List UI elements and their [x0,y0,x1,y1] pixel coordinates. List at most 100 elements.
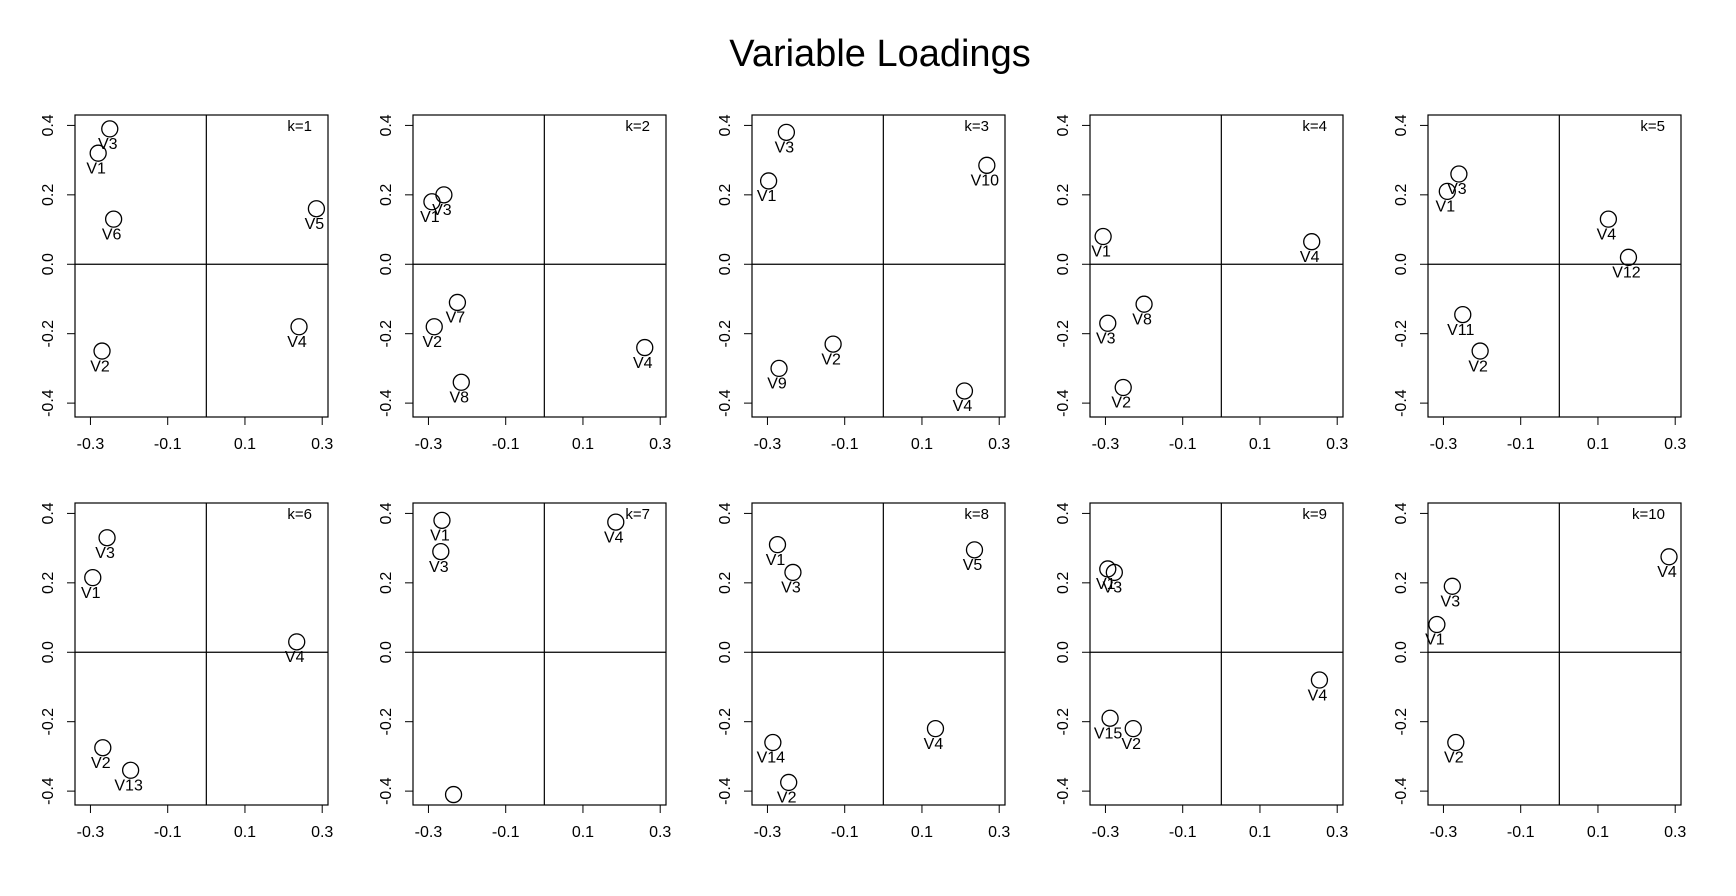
point [1428,615,1446,634]
x-tick-label: -0.1 [831,824,859,841]
point-label: V10 [971,173,1000,190]
point-label: V13 [114,778,143,795]
point-label: V4 [924,736,944,753]
x-tick-label: 0.3 [1664,824,1686,841]
x-tick-label: 0.3 [311,824,333,841]
point-label: V3 [781,580,801,597]
plot-frame [1427,114,1682,418]
point [433,511,451,530]
y-tick-label: 0.2 [1393,572,1410,594]
x-tick-label: 0.1 [572,824,594,841]
x-tick-label: 0.3 [988,824,1010,841]
point-label: V12 [1612,265,1641,282]
y-tick-label: 0.0 [717,641,734,663]
point-label: V7 [446,310,466,327]
panel-label: k=10 [1632,506,1665,523]
point-label: V3 [1103,580,1123,597]
y-tick-label: -0.2 [1055,708,1072,736]
point-label: V1 [81,585,101,602]
point-label: V11 [1447,322,1474,339]
point-label: V1 [757,188,777,205]
y-tick-label: 0.4 [378,502,395,524]
x-tick-label: -0.1 [831,436,859,453]
x-tick-label: 0.1 [911,824,933,841]
point-label: V1 [766,552,786,569]
x-tick-label: 0.1 [234,436,256,453]
panel-label: k=5 [1640,118,1665,135]
point [94,739,112,757]
point-label: V2 [90,358,110,375]
point-label: V6 [102,226,122,243]
x-tick-label: 0.1 [1249,824,1271,841]
x-tick-label: -0.3 [415,436,443,453]
point-label: V2 [1111,395,1131,412]
point [1114,378,1132,397]
point [93,342,111,360]
y-tick-label: 0.0 [378,641,395,663]
point-label: V4 [633,355,653,372]
point-label: V4 [1657,564,1677,581]
panel-label: k=6 [287,506,312,523]
point-label: V1 [1436,199,1456,216]
point [1447,733,1465,752]
point-label: V4 [604,529,624,546]
x-tick-label: 0.3 [1664,436,1686,453]
point [89,144,107,162]
point [432,542,450,561]
x-tick-label: -0.1 [1507,436,1535,453]
point [98,529,116,547]
x-tick-label: -0.3 [415,824,443,841]
point-label: V4 [953,398,973,415]
x-tick-label: -0.1 [154,824,182,841]
point-label: V3 [775,140,795,157]
point-label: V2 [1444,750,1464,767]
point [784,563,802,582]
y-tick-label: 0.4 [1393,502,1410,524]
x-tick-label: -0.3 [754,436,782,453]
x-tick-label: 0.1 [1587,824,1609,841]
y-tick-label: -0.4 [40,777,57,805]
point [1101,709,1119,727]
point-label: V1 [1091,244,1111,261]
plot-frame [751,114,1006,418]
point [288,633,306,651]
point [1135,295,1153,313]
x-tick-label: 0.1 [1249,436,1271,453]
y-tick-label: 0.2 [1055,184,1072,206]
y-tick-label: 0.2 [40,572,57,594]
point-label: V4 [1300,249,1320,266]
point-label: V15 [1094,725,1123,742]
x-tick-label: -0.1 [492,824,520,841]
point [764,733,782,752]
point-label: V8 [449,390,469,407]
point-label: V1 [1425,632,1445,649]
point [448,293,467,312]
panel-label: k=4 [1302,118,1327,135]
point [1599,210,1618,228]
y-tick-label: -0.4 [1393,777,1410,805]
y-tick-label: 0.4 [1055,114,1072,136]
y-tick-label: 0.4 [378,114,395,136]
x-tick-label: -0.1 [1507,824,1535,841]
y-tick-label: -0.4 [378,389,395,417]
plot-frame [751,502,1006,806]
point-label: V8 [1132,311,1152,328]
point [1303,233,1321,251]
plot-frame [74,502,329,806]
y-tick-label: -0.4 [40,389,57,417]
panel-label: k=8 [964,506,989,523]
point-label: V5 [963,557,983,574]
x-tick-label: -0.3 [1430,824,1458,841]
y-tick-label: -0.2 [1055,320,1072,348]
x-tick-label: -0.3 [1092,436,1120,453]
y-tick-label: 0.0 [1055,253,1072,275]
point-label: V2 [1468,358,1488,375]
plot-frame [1427,502,1682,806]
y-tick-label: -0.4 [717,389,734,417]
y-tick-label: 0.4 [40,114,57,136]
x-tick-label: 0.1 [572,436,594,453]
x-tick-label: -0.3 [77,436,105,453]
point [444,785,463,804]
